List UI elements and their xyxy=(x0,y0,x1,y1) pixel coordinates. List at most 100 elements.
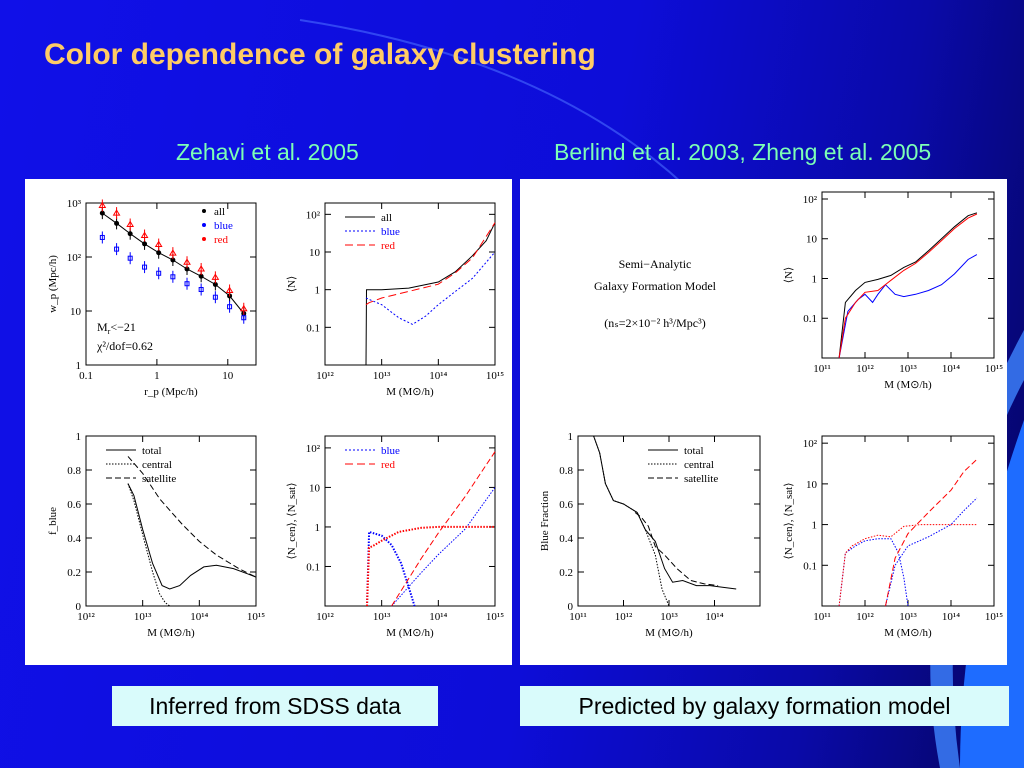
Ncs-ytick-label: 10² xyxy=(306,443,321,455)
wp-point-all xyxy=(184,266,190,272)
samN-xtick-label: 10¹² xyxy=(856,363,874,375)
fblue-xtick-label: 10¹³ xyxy=(134,611,152,623)
wp-ylabel: w_p (Mpc/h) xyxy=(47,255,59,313)
samNcs-series-red xyxy=(838,524,977,607)
samN-xlabel: M (M⊙/h) xyxy=(884,379,932,391)
fblue-ytick-label: 0.8 xyxy=(67,465,81,477)
samFrac-xtick-label: 10¹² xyxy=(615,611,633,623)
samNcs-xtick-label: 10¹² xyxy=(856,611,874,623)
slide-title: Color dependence of galaxy clustering xyxy=(44,38,596,71)
N-xtick-label: 10¹² xyxy=(316,370,334,382)
fblue-frame xyxy=(85,435,257,607)
wp-frame xyxy=(85,202,257,366)
right-figure-panel xyxy=(520,179,1007,665)
fblue-legend-label: satellite xyxy=(142,473,176,485)
N-legend-label: red xyxy=(381,240,396,252)
Ncs-legend-label: blue xyxy=(381,445,400,457)
samN-ytick-label: 10 xyxy=(806,234,818,246)
wp-legend-marker xyxy=(202,237,206,241)
samNcs-xtick-label: 10¹¹ xyxy=(813,611,831,623)
N-legend-label: blue xyxy=(381,226,400,238)
fblue-ytick-label: 1 xyxy=(76,431,82,443)
left-figure-panel xyxy=(25,179,512,665)
sam-label-line1: Semi−Analytic xyxy=(619,257,692,271)
wp-legend-label: blue xyxy=(214,220,233,232)
fblue-xtick-label: 10¹⁴ xyxy=(190,611,208,623)
N-frame xyxy=(324,202,496,366)
wp-point-all xyxy=(114,220,120,226)
samFrac-legend-label: satellite xyxy=(684,473,718,485)
wp-legend-label: red xyxy=(214,234,229,246)
samNcs-ytick-label: 10² xyxy=(803,438,818,450)
N-ytick-label: 10² xyxy=(306,209,321,221)
sam-label-line3: (nₛ=2×10⁻² h³/Mpc³) xyxy=(604,316,705,330)
N-series-red xyxy=(365,222,496,306)
Ncs-xtick-label: 10¹⁵ xyxy=(486,611,504,623)
samNcs-ylabel: ⟨N_cen⟩, ⟨N_sat⟩ xyxy=(783,482,795,559)
wp-xtick-label: 1 xyxy=(154,370,160,382)
sam-label-line2: Galaxy Formation Model xyxy=(594,279,717,293)
wp-point-red xyxy=(197,265,206,272)
Ncs-legend-label: red xyxy=(381,459,396,471)
wp-point-red xyxy=(239,304,248,312)
samFrac-xlabel: M (M⊙/h) xyxy=(645,627,693,639)
wp-point-blue xyxy=(156,270,162,276)
left-caption: Inferred from SDSS data xyxy=(112,686,438,726)
Ncs-series-blue xyxy=(391,487,496,607)
samFrac-xtick-label: 10¹¹ xyxy=(569,611,587,623)
N-xtick-label: 10¹⁴ xyxy=(429,370,447,382)
wp-xtick-label: 10 xyxy=(222,370,234,382)
wp-point-red xyxy=(183,258,191,265)
Ncs-ytick-label: 1 xyxy=(315,522,321,534)
wp-point-blue xyxy=(99,234,105,240)
fblue-ylabel: f_blue xyxy=(47,507,59,535)
wp-point-blue xyxy=(114,246,120,252)
N-ylabel: ⟨N⟩ xyxy=(286,276,298,293)
samFrac-series-central xyxy=(593,435,670,607)
wp-point-red xyxy=(140,231,149,239)
Ncs-ytick-label: 10 xyxy=(309,482,321,494)
samNcs-xtick-label: 10¹⁴ xyxy=(942,611,960,623)
left-column-heading: Zehavi et al. 2005 xyxy=(176,139,359,165)
samFrac-frame xyxy=(577,435,761,607)
samN-series-red xyxy=(838,213,978,359)
samN-xtick-label: 10¹⁵ xyxy=(985,363,1003,375)
wp-legend-marker xyxy=(202,209,206,213)
samN-ylabel: ⟨N⟩ xyxy=(783,267,795,284)
Ncs-frame xyxy=(324,435,496,607)
wp-ytick-label: 10³ xyxy=(67,198,82,210)
fblue-xlabel: M (M⊙/h) xyxy=(147,627,195,639)
fblue-legend-label: central xyxy=(142,459,172,471)
samFrac-ylabel: Blue Fraction xyxy=(539,490,551,551)
wp-point-blue xyxy=(212,294,218,300)
Ncs-xtick-label: 10¹⁴ xyxy=(429,611,447,623)
fblue-xtick-label: 10¹⁵ xyxy=(247,611,265,623)
wp-point-blue xyxy=(241,315,247,321)
Ncs-ylabel: ⟨N_cen⟩, ⟨N_sat⟩ xyxy=(286,482,298,559)
samNcs-series-red xyxy=(885,459,978,607)
wp-ytick-label: 10² xyxy=(67,252,82,264)
wp-point-blue xyxy=(170,274,176,280)
wp-point-red xyxy=(126,220,135,227)
samFrac-ytick-label: 0.2 xyxy=(559,567,573,579)
Ncs-xtick-label: 10¹³ xyxy=(373,611,391,623)
samN-series-blue xyxy=(838,254,978,359)
N-ytick-label: 1 xyxy=(315,285,321,297)
N-series-blue xyxy=(365,251,496,325)
Ncs-series-red xyxy=(366,525,495,607)
fblue-ytick-label: 0.4 xyxy=(67,533,81,545)
samFrac-ytick-label: 0.8 xyxy=(559,465,573,477)
fblue-series-central xyxy=(127,483,171,607)
samN-ytick-label: 0.1 xyxy=(803,313,817,325)
wp-point-red xyxy=(98,201,107,208)
wp-point-all xyxy=(170,257,176,263)
samN-xtick-label: 10¹³ xyxy=(899,363,917,375)
samNcs-ytick-label: 10 xyxy=(806,479,818,491)
N-xtick-label: 10¹⁵ xyxy=(486,370,504,382)
wp-point-red xyxy=(168,249,177,256)
N-xtick-label: 10¹³ xyxy=(373,370,391,382)
Ncs-series-blue xyxy=(366,530,416,607)
Ncs-xlabel: M (M⊙/h) xyxy=(386,627,434,639)
wp-point-all xyxy=(99,210,105,216)
